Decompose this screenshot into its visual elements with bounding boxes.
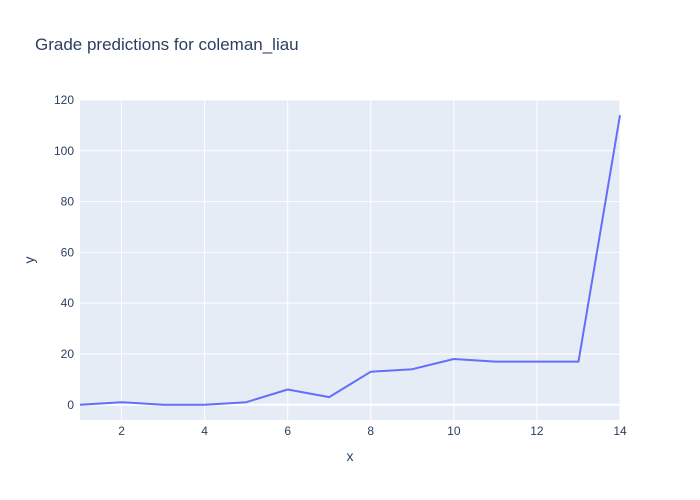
x-tick-label: 6 <box>284 424 291 438</box>
y-axis-ticks: 0 20 40 60 80 100 120 <box>54 93 74 412</box>
grid-lines <box>80 99 621 420</box>
x-axis-ticks: 2 4 6 8 10 12 14 <box>118 424 627 438</box>
plot-area <box>80 100 620 420</box>
x-tick-label: 8 <box>367 424 374 438</box>
y-tick-label: 20 <box>61 347 75 361</box>
chart-title: Grade predictions for coleman_liau <box>35 35 299 54</box>
x-tick-label: 4 <box>201 424 208 438</box>
series-group <box>79 115 621 406</box>
y-tick-label: 40 <box>61 296 75 310</box>
y-tick-label: 0 <box>67 398 74 412</box>
y-axis-label: y <box>21 257 37 264</box>
x-tick-label: 14 <box>613 424 627 438</box>
y-tick-label: 60 <box>61 245 75 259</box>
x-tick-label: 12 <box>530 424 544 438</box>
x-axis-label: x <box>347 448 354 464</box>
x-tick-label: 2 <box>118 424 125 438</box>
y-tick-label: 80 <box>61 195 75 209</box>
series-line <box>79 115 621 406</box>
y-tick-label: 120 <box>54 93 74 107</box>
y-tick-label: 100 <box>54 144 74 158</box>
x-tick-label: 10 <box>447 424 461 438</box>
